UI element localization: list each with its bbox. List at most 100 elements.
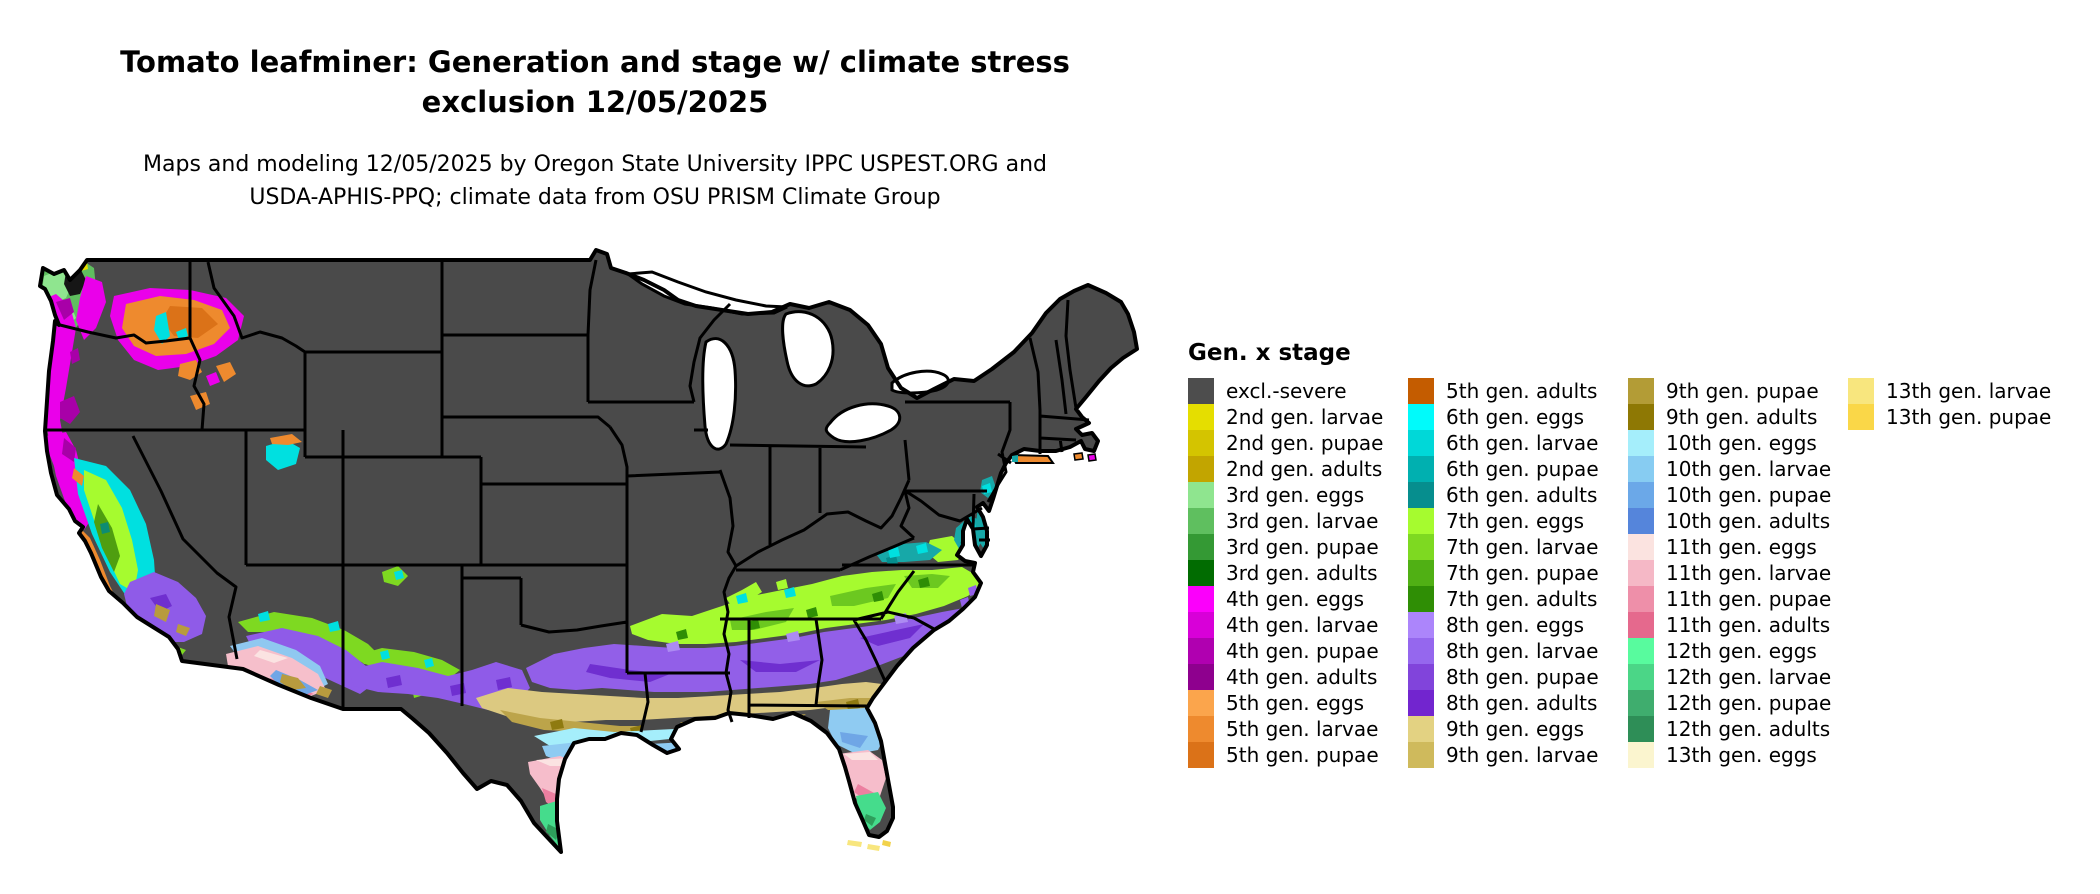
legend-label: 10th gen. eggs: [1666, 431, 1817, 455]
legend: Gen. x stage excl.-severe 2nd gen. larvae…: [1188, 340, 2088, 768]
long-island: [1010, 453, 1055, 464]
legend-swatch: [1188, 638, 1214, 664]
legend-item: 12th gen. pupae: [1628, 690, 1846, 716]
legend-item: 13th gen. pupae: [1848, 404, 2066, 430]
legend-item: 11th gen. larvae: [1628, 560, 1846, 586]
legend-item: 3rd gen. pupae: [1188, 534, 1406, 560]
region-south-purple-band-8th-gen: [526, 585, 978, 692]
legend-label: 3rd gen. larvae: [1226, 509, 1379, 533]
legend-item: 4th gen. adults: [1188, 664, 1406, 690]
florida-keys: [847, 840, 880, 851]
state-borders: [45, 259, 1090, 733]
legend-label: 2nd gen. pupae: [1226, 431, 1384, 455]
legend-label: 11th gen. eggs: [1666, 535, 1817, 559]
marthas-vineyard: [1073, 452, 1084, 461]
subtitle-line-1: Maps and modeling 12/05/2025 by Oregon S…: [143, 152, 1047, 177]
legend-swatch: [1628, 482, 1654, 508]
legend-label: 4th gen. eggs: [1226, 587, 1365, 611]
legend-swatch: [1628, 378, 1654, 404]
legend-swatch: [1408, 482, 1434, 508]
legend-label: 3rd gen. adults: [1226, 561, 1378, 585]
legend-item: 2nd gen. adults: [1188, 456, 1406, 482]
legend-item: 6th gen. adults: [1408, 482, 1626, 508]
legend-label: 8th gen. eggs: [1446, 613, 1585, 637]
legend-swatch: [1408, 612, 1434, 638]
legend-item: 9th gen. pupae: [1628, 378, 1846, 404]
legend-label: 9th gen. pupae: [1666, 379, 1819, 403]
legend-swatch: [1628, 612, 1654, 638]
lake-huron: [781, 310, 835, 388]
legend-label: 8th gen. adults: [1446, 691, 1598, 715]
legend-label: 8th gen. larvae: [1446, 639, 1599, 663]
legend-item: 13th gen. larvae: [1848, 378, 2066, 404]
legend-label: 6th gen. eggs: [1446, 405, 1585, 429]
legend-item: 7th gen. eggs: [1408, 508, 1626, 534]
legend-item: 5th gen. pupae: [1188, 742, 1406, 768]
legend-label: 6th gen. larvae: [1446, 431, 1599, 455]
legend-swatch: [1848, 404, 1874, 430]
legend-swatch: [1628, 560, 1654, 586]
legend-item: 11th gen. eggs: [1628, 534, 1846, 560]
legend-item: 12th gen. larvae: [1628, 664, 1846, 690]
legend-label: 7th gen. larvae: [1446, 535, 1599, 559]
legend-swatch: [1628, 430, 1654, 456]
title-line-1: Tomato leafminer: Generation and stage w…: [120, 45, 1070, 79]
legend-item: 5th gen. adults: [1408, 378, 1626, 404]
legend-swatch: [1188, 586, 1214, 612]
legend-label: 8th gen. pupae: [1446, 665, 1599, 689]
legend-swatch: [1628, 638, 1654, 664]
lake-michigan: [701, 337, 738, 451]
legend-swatch: [1188, 534, 1214, 560]
legend-item: 5th gen. eggs: [1188, 690, 1406, 716]
page-title: Tomato leafminer: Generation and stage w…: [65, 42, 1125, 122]
region-south-green-band-7th-gen: [630, 536, 982, 644]
legend-swatch: [1408, 664, 1434, 690]
legend-title: Gen. x stage: [1188, 340, 1351, 366]
legend-swatch: [1188, 378, 1214, 404]
legend-item: 4th gen. eggs: [1188, 586, 1406, 612]
legend-item: 11th gen. adults: [1628, 612, 1846, 638]
legend-item: 8th gen. adults: [1408, 690, 1626, 716]
offshore-islands: [847, 452, 1097, 851]
legend-item: excl.-severe: [1188, 378, 1406, 404]
legend-item: 10th gen. eggs: [1628, 430, 1846, 456]
legend-swatch: [1408, 378, 1434, 404]
legend-swatch: [1408, 586, 1434, 612]
legend-item: 10th gen. larvae: [1628, 456, 1846, 482]
legend-label: 7th gen. eggs: [1446, 509, 1585, 533]
legend-item: 2nd gen. pupae: [1188, 430, 1406, 456]
legend-item: 10th gen. adults: [1628, 508, 1846, 534]
legend-item: 12th gen. eggs: [1628, 638, 1846, 664]
legend-label: 12th gen. larvae: [1666, 665, 1832, 689]
legend-item: 3rd gen. larvae: [1188, 508, 1406, 534]
legend-label: 4th gen. larvae: [1226, 613, 1379, 637]
legend-swatch: [1628, 404, 1654, 430]
legend-label: 10th gen. larvae: [1666, 457, 1832, 481]
legend-item: 5th gen. larvae: [1188, 716, 1406, 742]
legend-label: 7th gen. pupae: [1446, 561, 1599, 585]
legend-item: 7th gen. pupae: [1408, 560, 1626, 586]
legend-swatch: [1628, 508, 1654, 534]
legend-label: 9th gen. adults: [1666, 405, 1818, 429]
legend-swatch: [1188, 742, 1214, 768]
legend-swatch: [1188, 430, 1214, 456]
page-subtitle: Maps and modeling 12/05/2025 by Oregon S…: [65, 148, 1125, 214]
legend-swatch: [1408, 430, 1434, 456]
legend-swatch: [1188, 664, 1214, 690]
legend-swatch: [1408, 404, 1434, 430]
legend-swatch: [1628, 716, 1654, 742]
legend-swatch: [1408, 560, 1434, 586]
legend-label: 4th gen. pupae: [1226, 639, 1379, 663]
legend-item: 4th gen. pupae: [1188, 638, 1406, 664]
legend-swatch: [1408, 456, 1434, 482]
us-outline: [38, 248, 1139, 854]
legend-item: 8th gen. larvae: [1408, 638, 1626, 664]
region-pacific-northwest: [40, 260, 244, 524]
legend-label: 9th gen. larvae: [1446, 743, 1599, 767]
legend-item: 8th gen. pupae: [1408, 664, 1626, 690]
legend-label: 11th gen. adults: [1666, 613, 1831, 637]
legend-item: 12th gen. adults: [1628, 716, 1846, 742]
long-island-teal-tip: [1012, 455, 1018, 462]
legend-label: 12th gen. adults: [1666, 717, 1831, 741]
legend-label: 6th gen. pupae: [1446, 457, 1599, 481]
